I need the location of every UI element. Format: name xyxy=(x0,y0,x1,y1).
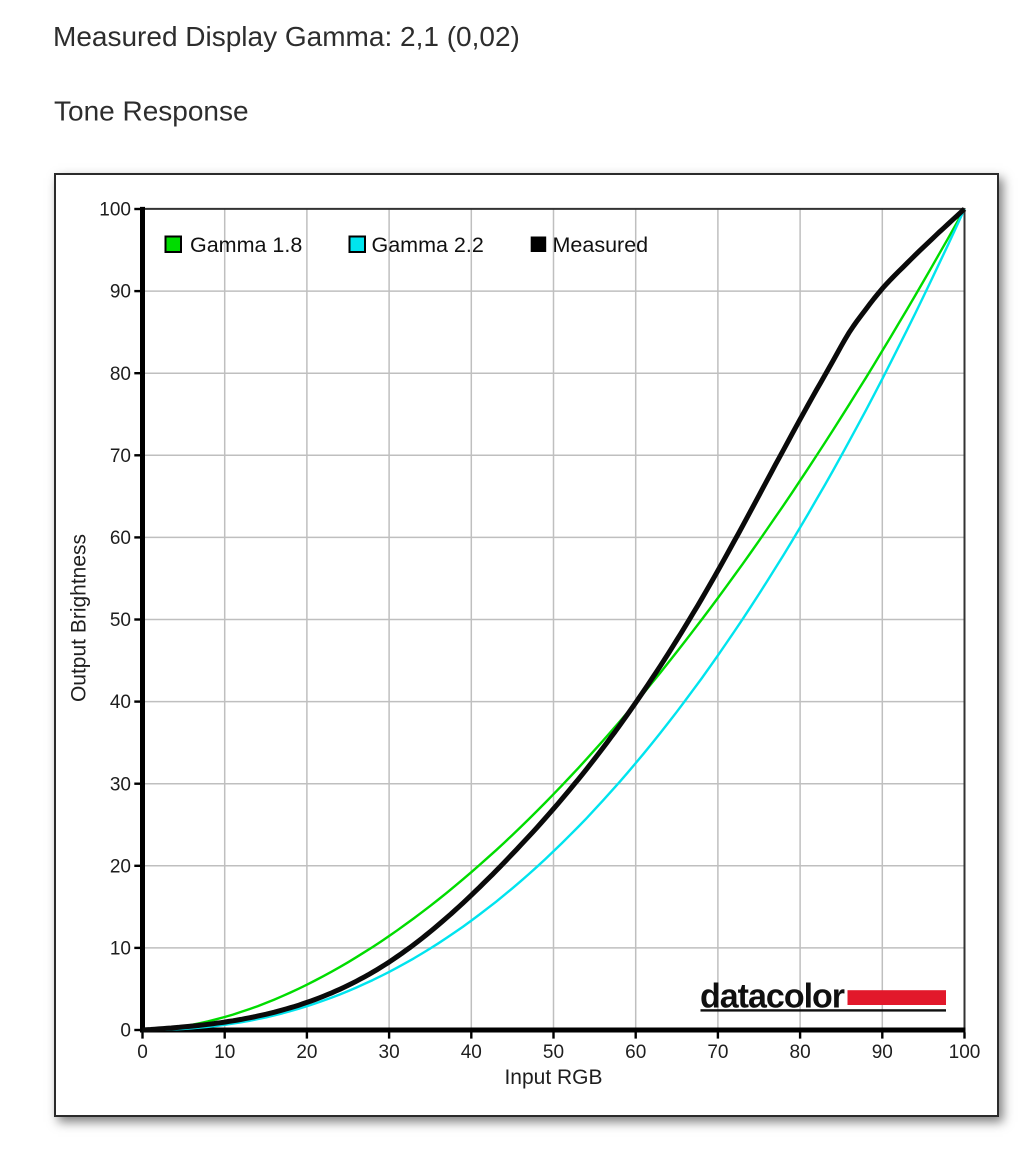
svg-text:40: 40 xyxy=(461,1042,482,1063)
svg-text:80: 80 xyxy=(110,364,131,385)
svg-text:0: 0 xyxy=(120,1021,131,1042)
svg-text:50: 50 xyxy=(110,610,131,631)
svg-text:90: 90 xyxy=(110,282,131,303)
svg-text:50: 50 xyxy=(543,1042,564,1063)
svg-text:60: 60 xyxy=(110,528,131,549)
svg-text:20: 20 xyxy=(110,856,131,877)
svg-text:30: 30 xyxy=(379,1042,400,1063)
svg-text:30: 30 xyxy=(110,774,131,795)
svg-text:10: 10 xyxy=(214,1042,235,1063)
svg-text:Input RGB: Input RGB xyxy=(504,1066,602,1089)
svg-text:0: 0 xyxy=(137,1042,148,1063)
svg-text:Output Brightness: Output Brightness xyxy=(68,534,91,702)
svg-text:80: 80 xyxy=(790,1042,811,1063)
svg-text:Gamma 1.8: Gamma 1.8 xyxy=(190,233,302,257)
svg-text:10: 10 xyxy=(110,939,131,960)
svg-text:60: 60 xyxy=(625,1042,646,1063)
svg-text:Measured: Measured xyxy=(553,233,649,257)
svg-text:Gamma 2.2: Gamma 2.2 xyxy=(372,233,484,257)
svg-text:40: 40 xyxy=(110,692,131,713)
svg-text:datacolor: datacolor xyxy=(700,978,845,1016)
svg-text:20: 20 xyxy=(296,1042,317,1063)
svg-text:100: 100 xyxy=(949,1042,981,1063)
svg-text:70: 70 xyxy=(707,1042,728,1063)
svg-text:Measured Display Gamma: 2,1 (0: Measured Display Gamma: 2,1 (0,02) xyxy=(53,21,520,52)
svg-text:70: 70 xyxy=(110,446,131,467)
svg-text:Tone Response: Tone Response xyxy=(54,96,249,127)
svg-text:100: 100 xyxy=(99,200,131,221)
svg-text:90: 90 xyxy=(872,1042,893,1063)
